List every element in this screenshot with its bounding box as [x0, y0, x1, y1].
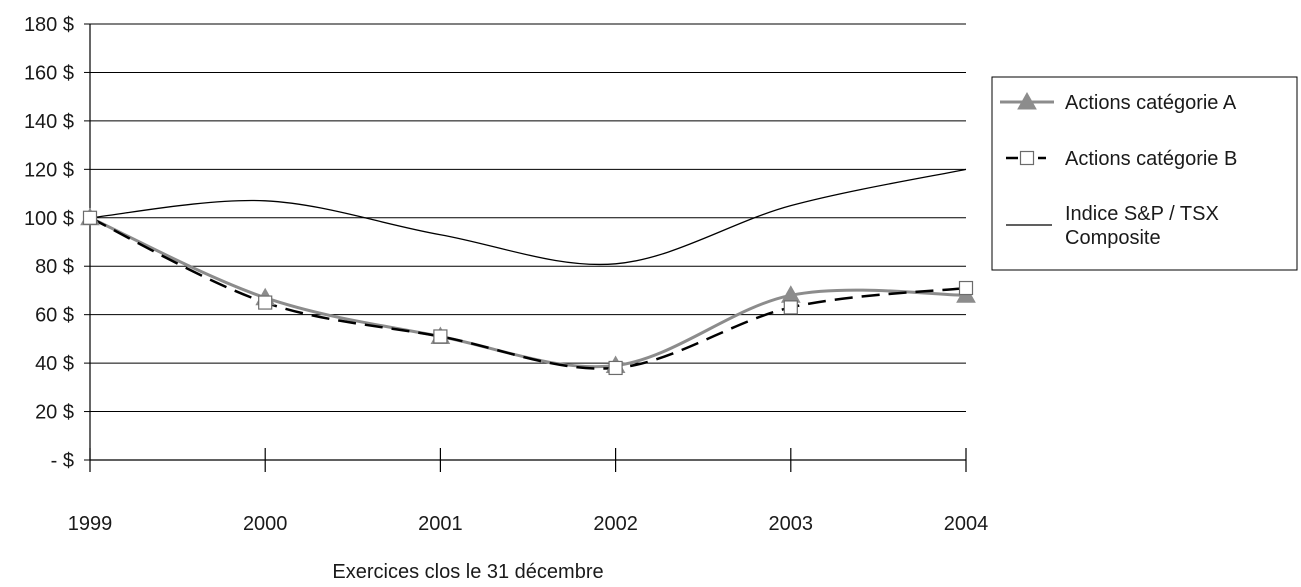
series-lines	[89, 168, 967, 370]
data-point-series-2	[82, 210, 98, 225]
x-tick-label: 2002	[593, 513, 638, 535]
legend-label-line: Actions catégorie B	[1065, 148, 1237, 170]
x-tick-label: 1999	[68, 513, 113, 535]
series-line-2	[89, 216, 967, 370]
legend-entry-2: Actions catégorie B	[1006, 148, 1237, 170]
y-tick-label: 120 $	[24, 159, 74, 181]
y-tick-label: 100 $	[24, 208, 74, 230]
y-tick-label: 60 $	[35, 305, 74, 327]
series-markers	[80, 207, 976, 376]
y-tick-label: 160 $	[24, 62, 74, 84]
legend-entry-1: Actions catégorie A	[1000, 91, 1237, 114]
y-tick-label: 40 $	[35, 353, 74, 375]
y-tick-label: 80 $	[35, 256, 74, 278]
legend-label-line: Composite	[1065, 227, 1161, 249]
y-tick-label: - $	[51, 450, 74, 472]
legend-label: Actions catégorie B	[1065, 148, 1237, 170]
axes	[84, 23, 967, 472]
y-tick-label: 140 $	[24, 111, 74, 133]
grid-lines	[90, 23, 966, 413]
y-tick-labels: - $ 20 $ 40 $ 60 $ 80 $ 100 $ 120 $ 140 $ 160 $ 1…	[24, 14, 74, 472]
y-tick-label: 180 $	[24, 14, 74, 36]
y-tick-label: 20 $	[35, 402, 74, 424]
legend-label: Indice S&P / TSX Composite	[1065, 203, 1219, 249]
data-point-series-2	[608, 360, 623, 376]
legend-entry-3: Indice S&P / TSX Composite	[1006, 203, 1219, 249]
legend-label-line: Indice S&P / TSX	[1065, 203, 1219, 225]
x-tick-label: 2003	[769, 513, 814, 535]
series-line-1	[89, 216, 967, 369]
x-tick-label: 2001	[418, 513, 463, 535]
legend-label-line: Actions catégorie A	[1065, 92, 1237, 114]
x-tick-labels: 1999 2000 2001 2002 2003 2004	[68, 513, 989, 535]
legend-label: Actions catégorie A	[1065, 92, 1237, 114]
series-line-3	[89, 168, 967, 266]
x-tick-label: 2000	[243, 513, 288, 535]
x-tick-label: 2004	[944, 513, 989, 535]
legend-marker	[1017, 91, 1037, 110]
legend-marker	[1019, 150, 1035, 166]
data-point-series-2	[958, 280, 974, 296]
legend-frame	[991, 76, 1298, 271]
data-point-series-2	[258, 295, 273, 310]
x-axis-title: Exercices clos le 31 décembre	[332, 561, 603, 583]
legend: Actions catégorie A Actions catégorie B In…	[991, 76, 1298, 271]
data-point-series-2	[783, 300, 798, 315]
data-point-series-2	[433, 329, 448, 344]
